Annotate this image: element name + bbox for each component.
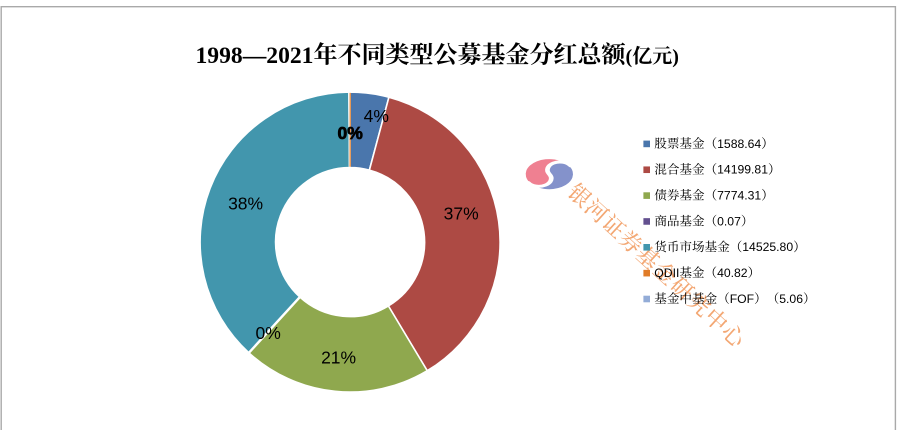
svg-text:40.82: 40.82 <box>717 266 748 280</box>
svg-text:14199.81: 14199.81 <box>717 163 768 177</box>
svg-text:0%: 0% <box>256 323 281 343</box>
svg-text:21%: 21% <box>321 348 356 368</box>
svg-text:0.07: 0.07 <box>717 214 741 228</box>
svg-text:): ) <box>672 46 679 68</box>
svg-text:FOF: FOF <box>730 292 754 306</box>
svg-text:14525.80: 14525.80 <box>742 240 793 254</box>
svg-text:QDII: QDII <box>654 266 679 280</box>
svg-text:4%: 4% <box>364 106 389 126</box>
svg-text:1588.64: 1588.64 <box>717 137 761 151</box>
svg-text:7774.31: 7774.31 <box>717 189 761 203</box>
svg-text:5.06: 5.06 <box>779 292 803 306</box>
svg-text:37%: 37% <box>444 203 479 223</box>
svg-text:1998—2021: 1998—2021 <box>196 43 314 69</box>
svg-text:0%: 0% <box>338 123 364 143</box>
svg-text:(: ( <box>626 46 633 68</box>
svg-text:38%: 38% <box>228 194 263 214</box>
